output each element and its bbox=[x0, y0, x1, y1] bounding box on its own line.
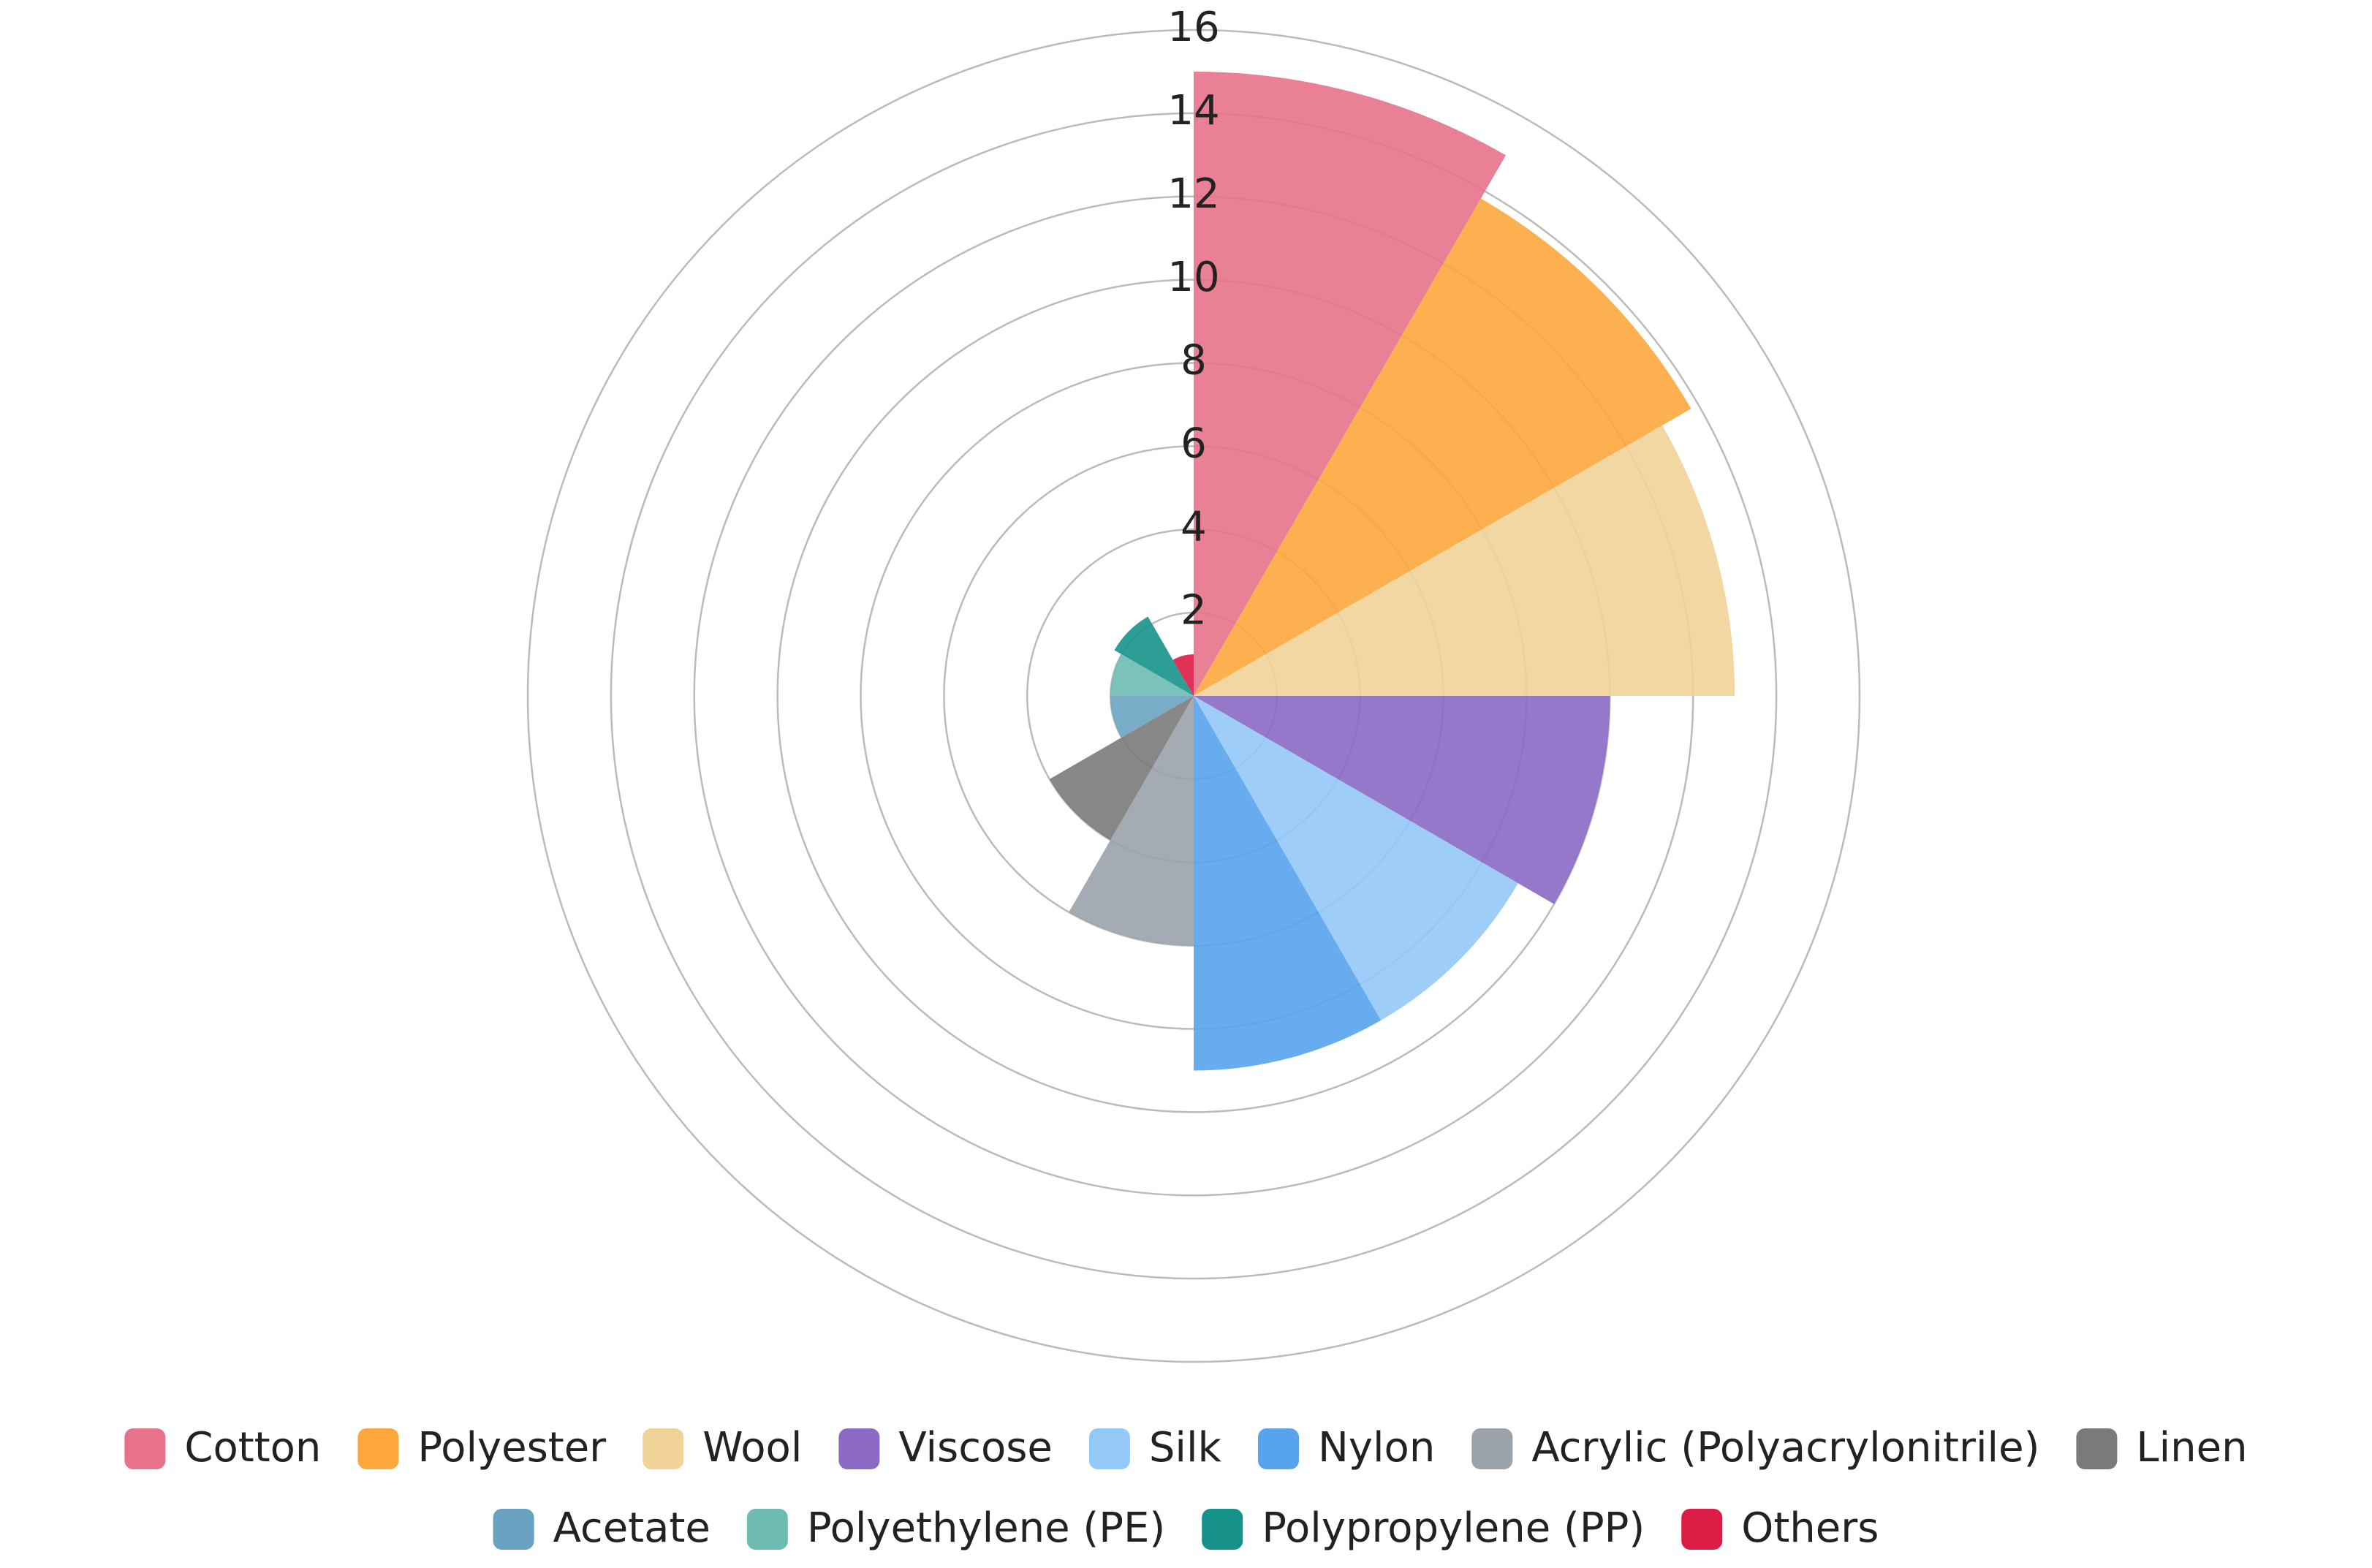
legend-swatch bbox=[124, 1428, 166, 1469]
legend-label: Wool bbox=[702, 1424, 802, 1472]
r-tick-label: 10 bbox=[1167, 254, 1219, 301]
sector bbox=[1194, 71, 1507, 696]
legend-swatch bbox=[493, 1509, 534, 1550]
sector bbox=[1194, 696, 1610, 904]
sector bbox=[1049, 696, 1194, 841]
legend-swatch bbox=[1202, 1509, 1243, 1550]
sector bbox=[1110, 654, 1194, 696]
legend-swatch bbox=[746, 1509, 788, 1550]
sector bbox=[1194, 198, 1691, 696]
r-tick-label: 16 bbox=[1167, 4, 1219, 51]
legend-label: Polyethylene (PE) bbox=[807, 1504, 1165, 1552]
r-tick-label: 6 bbox=[1181, 420, 1207, 468]
r-tick-label: 4 bbox=[1181, 503, 1207, 550]
legend-item: Silk bbox=[1088, 1424, 1222, 1472]
legend-label: Acetate bbox=[553, 1504, 711, 1552]
legend-item: Linen bbox=[2076, 1424, 2248, 1472]
legend-item: Acrylic (Polyacrylonitrile) bbox=[1471, 1424, 2039, 1472]
legend-label: Acrylic (Polyacrylonitrile) bbox=[1531, 1424, 2039, 1472]
sector bbox=[1114, 616, 1194, 696]
ticks: 2 4 6 8 10 12 14 16 bbox=[1167, 4, 1219, 634]
legend-item: Nylon bbox=[1257, 1424, 1435, 1472]
r-tick-label: 2 bbox=[1181, 586, 1207, 634]
legend-label: Cotton bbox=[184, 1424, 321, 1472]
legend-label: Viscose bbox=[898, 1424, 1053, 1472]
legend-item: Others bbox=[1681, 1504, 1879, 1552]
r-tick-label: 8 bbox=[1181, 337, 1207, 385]
legend-item: Acetate bbox=[493, 1504, 711, 1552]
legend-label: Polyester bbox=[417, 1424, 607, 1472]
legend-label: Linen bbox=[2136, 1424, 2247, 1472]
legend-item: Viscose bbox=[838, 1424, 1053, 1472]
sector bbox=[1194, 696, 1382, 1071]
grid-ring bbox=[526, 29, 1861, 1363]
legend-label: Polypropylene (PP) bbox=[1262, 1504, 1645, 1552]
legend-swatch bbox=[1088, 1428, 1130, 1469]
legend-label: Others bbox=[1741, 1504, 1879, 1552]
legend-swatch bbox=[1681, 1509, 1723, 1550]
legend-label: Silk bbox=[1149, 1424, 1222, 1472]
sector bbox=[1069, 696, 1194, 946]
legend-item: Polyester bbox=[357, 1424, 607, 1472]
legend: Cotton Polyester Wool Viscose Silk Nylon Acryl… bbox=[124, 1424, 2248, 1552]
sector bbox=[1194, 696, 1518, 1020]
legend-swatch bbox=[2076, 1428, 2118, 1469]
legend-swatch bbox=[1471, 1428, 1513, 1469]
sector bbox=[1110, 696, 1194, 738]
legend-item: Wool bbox=[643, 1424, 802, 1472]
sector bbox=[1172, 654, 1194, 696]
r-tick-label: 14 bbox=[1167, 87, 1219, 135]
r-tick-label: 12 bbox=[1167, 170, 1219, 218]
legend-item: Polypropylene (PP) bbox=[1202, 1504, 1645, 1552]
legend-label: Nylon bbox=[1318, 1424, 1435, 1472]
legend-item: Cotton bbox=[124, 1424, 321, 1472]
legend-item: Polyethylene (PE) bbox=[746, 1504, 1165, 1552]
legend-swatch bbox=[643, 1428, 684, 1469]
legend-swatch bbox=[838, 1428, 880, 1469]
legend-swatch bbox=[357, 1428, 399, 1469]
legend-swatch bbox=[1257, 1428, 1299, 1469]
segments bbox=[1049, 71, 1735, 1071]
sector bbox=[1194, 425, 1735, 696]
